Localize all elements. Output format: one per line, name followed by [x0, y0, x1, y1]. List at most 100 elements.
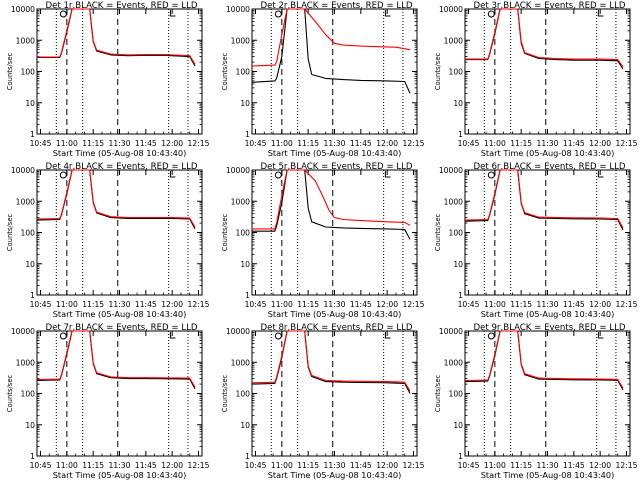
flag-circle-icon — [487, 10, 495, 18]
x-tick-label: 11:45 — [135, 461, 157, 470]
series-line-lld — [251, 8, 411, 67]
chart-panel-1: Det 1r,BLACK = Events, RED = LLD 1 10 100 10… — [6, 1, 210, 158]
y-tick-label: 1 — [458, 130, 463, 139]
chart-panel-9: Det 9r,BLACK = Events, RED = LLD 1 10 100 10… — [434, 323, 638, 480]
y-axis-label: Counts/sec — [221, 53, 229, 91]
chart-title: Det 3r,BLACK = Events, RED = LLD — [473, 1, 625, 11]
y-tick-label: 10 — [25, 99, 35, 108]
y-tick-label: 1 — [458, 452, 463, 461]
y-tick-label: 1000 — [444, 197, 463, 206]
flag-circle-icon — [274, 171, 282, 179]
flag-corner-icon — [597, 10, 604, 17]
y-tick-label: 10000 — [439, 166, 463, 175]
x-tick-label: 12:00 — [161, 139, 183, 148]
x-tick-label: 11:00 — [271, 139, 293, 148]
x-tick-label: 11:30 — [537, 139, 559, 148]
x-axis-label: Start Time (05-Aug-08 10:43:40) — [53, 470, 187, 480]
chart-title: Det 1r,BLACK = Events, RED = LLD — [45, 1, 197, 11]
x-tick-label: 11:00 — [56, 139, 78, 148]
flag-corner-icon — [597, 171, 604, 178]
x-tick-label: 10:45 — [458, 139, 480, 148]
x-tick-label: 11:15 — [82, 461, 104, 470]
x-tick-label: 11:00 — [56, 300, 78, 309]
series-line-lld — [37, 8, 196, 65]
y-tick-label: 10 — [453, 99, 463, 108]
x-tick-label: 11:15 — [510, 461, 532, 470]
x-tick-label: 11:45 — [563, 461, 585, 470]
x-tick-label: 12:15 — [188, 300, 210, 309]
series-line-events — [252, 169, 411, 240]
x-tick-label: 10:45 — [30, 461, 52, 470]
x-tick-label: 11:45 — [563, 139, 585, 148]
flag-circle-icon — [59, 332, 67, 340]
y-axis-label: Counts/sec — [434, 53, 442, 91]
y-tick-label: 1000 — [444, 358, 463, 367]
y-tick-label: 100 — [21, 68, 36, 77]
chart-title: Det 9r,BLACK = Events, RED = LLD — [473, 323, 625, 333]
y-tick-label: 10000 — [226, 327, 250, 336]
flag-circle-icon — [59, 171, 67, 179]
x-tick-label: 11:45 — [350, 461, 372, 470]
y-axis-label: Counts/sec — [221, 375, 229, 413]
y-tick-label: 10 — [453, 260, 463, 269]
x-axis-label: Start Time (05-Aug-08 10:43:40) — [268, 148, 402, 158]
x-tick-label: 11:30 — [537, 300, 559, 309]
flag-circle-icon — [274, 332, 282, 340]
y-tick-label: 1 — [458, 291, 463, 300]
x-tick-label: 12:00 — [589, 139, 611, 148]
flag-circle-icon — [487, 332, 495, 340]
y-tick-label: 10 — [453, 421, 463, 430]
chart-title: Det 8r,BLACK = Events, RED = LLD — [260, 323, 412, 333]
x-tick-label: 12:00 — [589, 461, 611, 470]
x-tick-label: 10:45 — [30, 139, 52, 148]
chart-panel-8: Det 8r,BLACK = Events, RED = LLD 1 10 100 10… — [221, 323, 425, 480]
y-tick-label: 1000 — [16, 197, 35, 206]
chart-panel-4: Det 4r,BLACK = Events, RED = LLD 1 10 100 10… — [6, 162, 210, 319]
x-tick-label: 12:15 — [616, 300, 638, 309]
flag-corner-icon — [169, 10, 176, 17]
flag-corner-icon — [384, 171, 391, 178]
x-axis-label: Start Time (05-Aug-08 10:43:40) — [268, 309, 402, 319]
y-tick-label: 10000 — [226, 166, 250, 175]
chart-panel-2: Det 2r,BLACK = Events, RED = LLD 1 10 100 10… — [221, 1, 425, 158]
y-tick-label: 10 — [240, 421, 250, 430]
y-tick-label: 100 — [21, 229, 36, 238]
x-tick-label: 12:00 — [376, 461, 398, 470]
series-line-lld — [464, 330, 624, 389]
series-line-lld — [464, 169, 624, 229]
flag-circle-icon — [274, 10, 282, 18]
x-axis-label: Start Time (05-Aug-08 10:43:40) — [481, 148, 615, 158]
x-tick-label: 11:15 — [82, 139, 104, 148]
y-tick-label: 1000 — [231, 358, 250, 367]
x-tick-label: 12:15 — [616, 139, 638, 148]
chart-title: Det 2r,BLACK = Events, RED = LLD — [260, 1, 412, 11]
x-tick-label: 11:00 — [484, 461, 506, 470]
y-tick-label: 100 — [21, 390, 36, 399]
y-tick-label: 100 — [449, 229, 464, 238]
x-tick-label: 12:15 — [616, 461, 638, 470]
y-tick-label: 100 — [449, 68, 464, 77]
x-tick-label: 10:45 — [458, 461, 480, 470]
series-line-lld — [36, 330, 196, 388]
flag-corner-icon — [597, 332, 604, 339]
chart-title: Det 4r,BLACK = Events, RED = LLD — [45, 162, 197, 172]
chart-panel-3: Det 3r,BLACK = Events, RED = LLD 1 10 100 10… — [434, 1, 638, 158]
chart-panel-5: Det 5r,BLACK = Events, RED = LLD 1 10 100 10… — [221, 162, 425, 319]
flag-circle-icon — [59, 10, 67, 18]
y-tick-label: 1 — [30, 130, 35, 139]
x-axis-label: Start Time (05-Aug-08 10:43:40) — [481, 470, 615, 480]
x-tick-label: 12:00 — [161, 461, 183, 470]
flag-corner-icon — [169, 171, 176, 178]
x-tick-label: 12:15 — [403, 461, 425, 470]
chart-title: Det 7r,BLACK = Events, RED = LLD — [45, 323, 197, 333]
flag-corner-icon — [384, 332, 391, 339]
y-tick-label: 10000 — [11, 166, 35, 175]
y-tick-label: 10 — [240, 99, 250, 108]
x-tick-label: 11:45 — [135, 139, 157, 148]
y-tick-label: 1000 — [444, 36, 463, 45]
y-tick-label: 10 — [240, 260, 250, 269]
chart-title: Det 6r,BLACK = Events, RED = LLD — [473, 162, 625, 172]
series-line-lld — [252, 169, 411, 230]
x-tick-label: 12:15 — [403, 139, 425, 148]
